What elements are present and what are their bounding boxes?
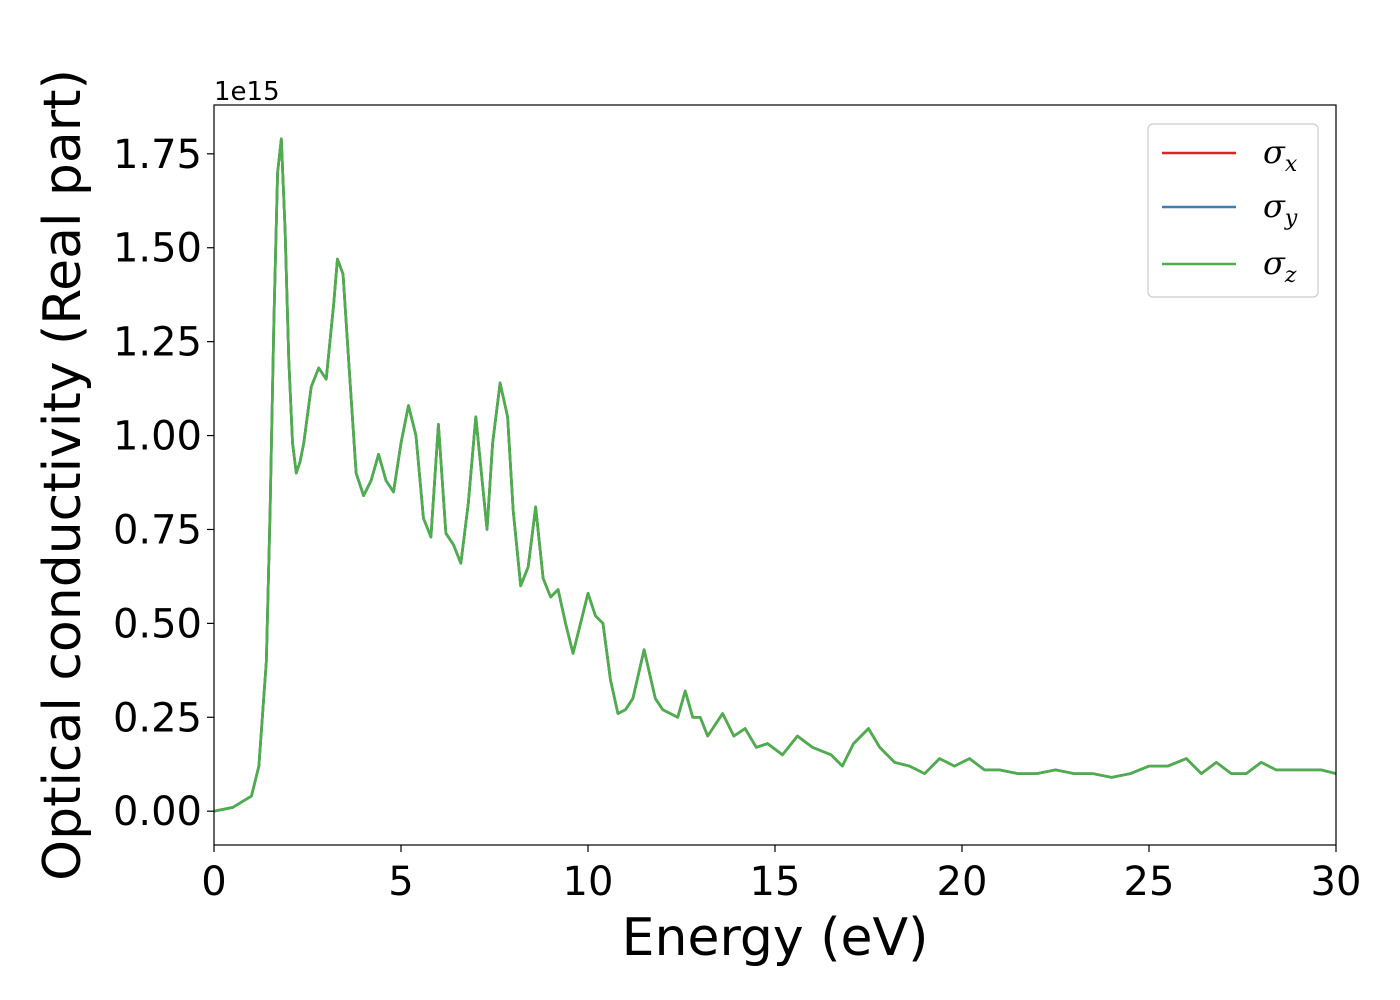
legend-label-y: σy	[1263, 187, 1298, 231]
y-axis-ticks: 0.00 0.25 0.50 0.75 1.00 1.25 1.50 1.75	[113, 132, 214, 835]
x-axis-title: Energy (eV)	[622, 908, 929, 968]
legend-label-z: σz	[1263, 244, 1297, 288]
x-axis-ticks: 0 5 10 15 20 25 30	[201, 845, 1361, 905]
y-tick-label: 0.50	[113, 601, 202, 647]
x-tick-label: 20	[937, 859, 988, 905]
x-tick-label: 30	[1311, 859, 1362, 905]
y-tick-label: 1.75	[113, 132, 202, 178]
series-lines	[213, 137, 1337, 813]
series-line-z	[213, 137, 1337, 813]
legend-entries: σx σy σz	[1162, 133, 1298, 288]
y-offset-label: 1e15	[214, 77, 280, 107]
y-tick-label: 1.25	[113, 320, 202, 366]
y-tick-label: 0.25	[113, 695, 202, 741]
legend: σx σy σz	[1147, 123, 1319, 298]
y-tick-label: 1.00	[113, 414, 202, 460]
x-tick-label: 25	[1124, 859, 1175, 905]
legend-label-x: σx	[1263, 133, 1298, 177]
x-tick-label: 0	[201, 859, 226, 905]
y-tick-label: 1.50	[113, 226, 202, 272]
y-tick-label: 0.75	[113, 507, 202, 553]
legend-box	[1147, 123, 1319, 298]
x-tick-label: 5	[388, 859, 413, 905]
x-tick-label: 15	[750, 859, 801, 905]
y-tick-label: 0.00	[113, 789, 202, 835]
x-tick-label: 10	[563, 859, 614, 905]
y-axis-title: Optical conductivity (Real part)	[33, 69, 93, 881]
